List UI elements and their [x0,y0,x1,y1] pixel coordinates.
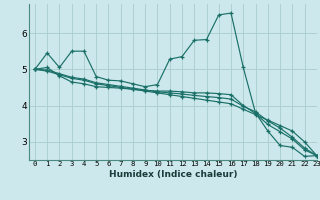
X-axis label: Humidex (Indice chaleur): Humidex (Indice chaleur) [108,170,237,179]
